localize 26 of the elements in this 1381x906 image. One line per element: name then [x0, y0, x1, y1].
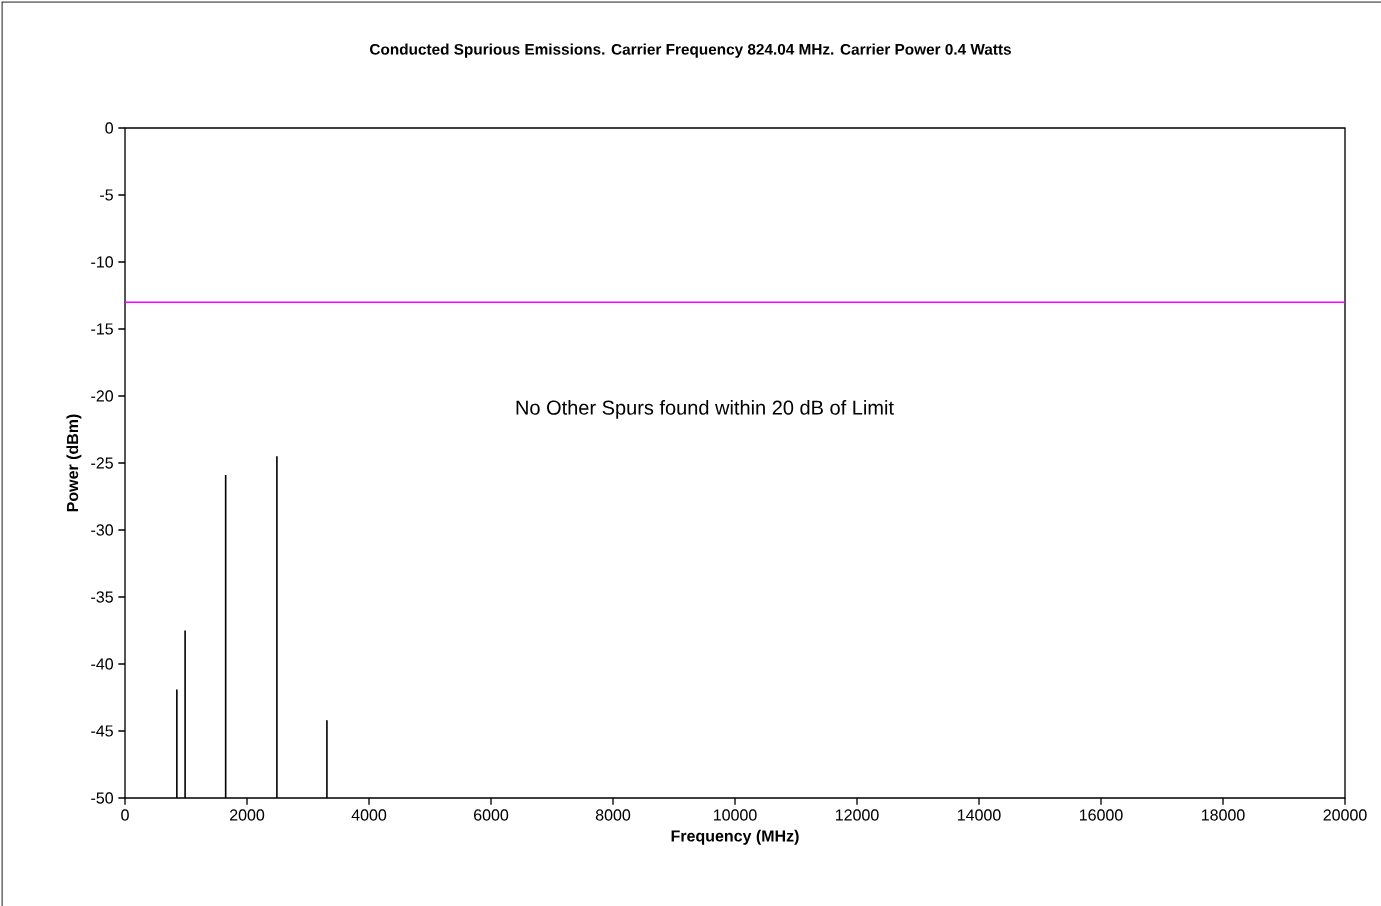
annotation: No Other Spurs found within 20 dB of Limit	[516, 400, 894, 419]
x-tick-label: 0	[121, 809, 129, 821]
x-tick-label: 4000	[351, 809, 387, 821]
y-tick-label: -5	[100, 189, 113, 201]
x-tick-label: 16000	[1079, 809, 1123, 821]
x-tick-label: 10000	[713, 809, 757, 821]
y-tick-label: -30	[91, 524, 114, 536]
x-tick-label: 12000	[835, 809, 879, 821]
x-tick-label: 18000	[1201, 809, 1245, 821]
y-tick-label: -25	[91, 457, 113, 469]
y-tick-label: -20	[91, 390, 114, 402]
y-axis-title: Power (dBm)	[66, 414, 82, 512]
x-axis-title: Frequency (MHz)	[671, 829, 799, 845]
y-tick-label: -35	[91, 591, 113, 603]
y-tick-label: 0	[105, 122, 114, 134]
x-tick-label: 20000	[1323, 809, 1367, 821]
x-tick-label: 14000	[957, 809, 1001, 821]
y-tick-label: -45	[91, 725, 113, 737]
x-tick-label: 6000	[474, 809, 509, 821]
x-tick-label: 2000	[230, 809, 265, 821]
y-tick-label: -40	[91, 658, 114, 670]
y-tick-label: -50	[91, 792, 114, 804]
y-tick-label: -15	[91, 323, 113, 335]
y-tick-label: -10	[91, 256, 114, 268]
x-tick-label: 8000	[595, 809, 631, 821]
chart-title: Conducted Spurious Emissions. Carrier Frequency 824.04 MHz. Carrier Power 0.4 Watts	[370, 43, 1011, 58]
